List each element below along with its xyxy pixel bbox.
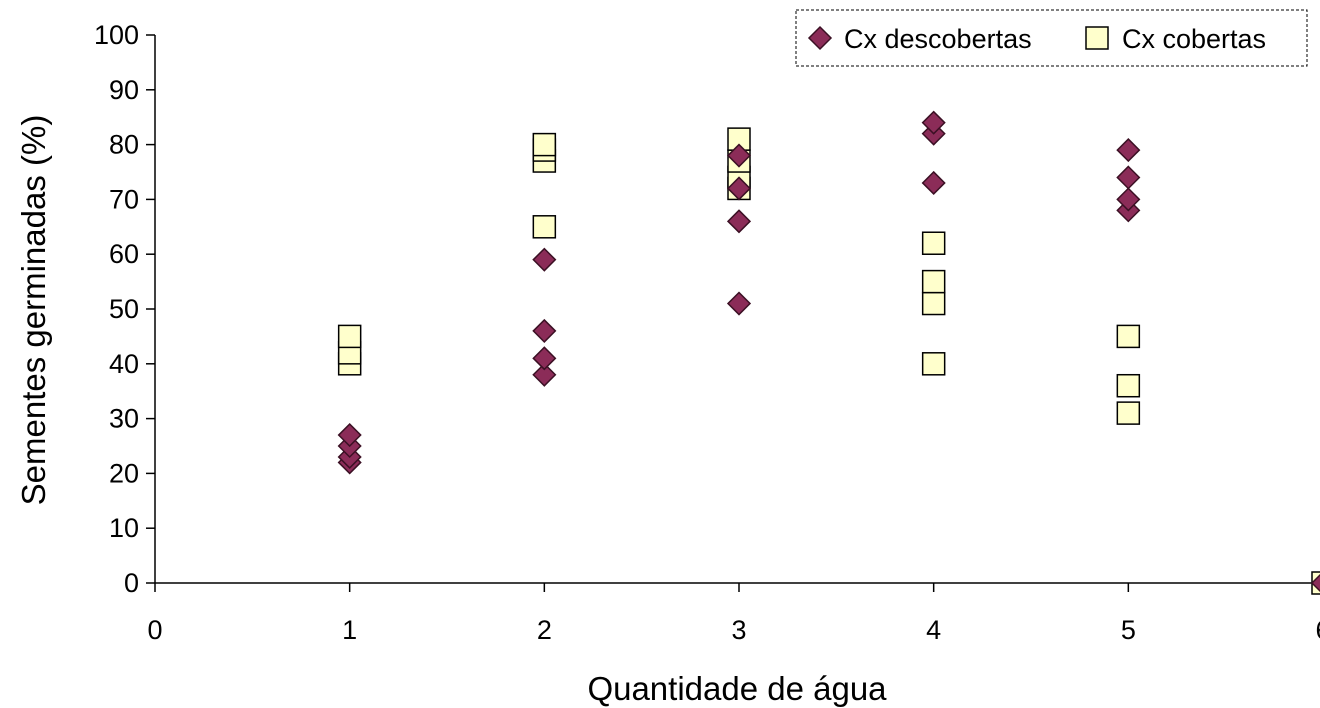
point-cx-descobertas (337, 422, 362, 448)
y-axis-title: Sementes germinadas (%) (15, 115, 52, 506)
point-cx-cobertas (921, 269, 946, 294)
point-cx-descobertas (921, 110, 946, 135)
x-tick-label: 1 (342, 615, 357, 645)
point-cx-descobertas (1310, 573, 1320, 593)
x-axis-title: Quantidade de água (587, 670, 887, 707)
y-tick-label: 80 (109, 130, 139, 160)
y-tick-label: 70 (109, 184, 139, 214)
x-tick-label: 4 (926, 615, 941, 645)
point-cx-cobertas (532, 132, 557, 157)
point-cx-descobertas (532, 247, 557, 272)
point-cx-descobertas (1116, 187, 1141, 212)
legend-square-marker (1085, 26, 1109, 50)
y-tick-label: 50 (109, 294, 139, 324)
point-cx-descobertas (726, 209, 752, 234)
point-cx-cobertas (532, 215, 557, 239)
y-tick-label: 10 (109, 513, 139, 543)
legend-box (795, 9, 1308, 67)
legend: Cx descobertas Cx cobertas (795, 9, 1308, 67)
legend-diamond-marker (807, 25, 833, 51)
point-cx-cobertas (1116, 373, 1141, 398)
y-tick-label: 0 (124, 568, 139, 598)
point-cx-descobertas (726, 291, 752, 316)
x-ticks: 0 1 2 3 4 5 6 (147, 583, 1320, 645)
point-cx-descobertas (532, 318, 557, 343)
point-cx-descobertas (726, 143, 752, 168)
y-tick-label: 30 (109, 404, 139, 434)
legend-label-descobertas: Cx descobertas (844, 24, 1032, 54)
point-cx-descobertas (532, 346, 557, 371)
legend-label-cobertas: Cx cobertas (1122, 24, 1266, 54)
point-cx-descobertas (921, 170, 946, 196)
x-tick-label: 0 (147, 615, 162, 645)
point-cx-cobertas (1116, 324, 1141, 349)
point-cx-descobertas (532, 362, 557, 387)
point-cx-cobertas (337, 324, 362, 349)
y-tick-label: 100 (94, 20, 139, 50)
point-cx-cobertas (1116, 401, 1141, 425)
y-tick-label: 60 (109, 239, 139, 269)
y-tick-label: 40 (109, 349, 139, 379)
y-tick-label: 20 (109, 458, 139, 488)
y-ticks: 0 10 20 30 40 50 60 70 80 90 100 (94, 20, 155, 598)
data-marks (337, 110, 1320, 595)
point-cx-cobertas (921, 352, 946, 376)
point-cx-cobertas (921, 231, 946, 255)
point-cx-descobertas (1116, 165, 1141, 190)
x-tick-label: 3 (731, 615, 746, 645)
point-cx-cobertas (921, 291, 946, 316)
x-tick-label: 5 (1121, 615, 1136, 645)
x-tick-label: 6 (1315, 615, 1320, 645)
y-tick-label: 90 (109, 75, 139, 105)
x-tick-label: 2 (537, 615, 552, 645)
point-cx-descobertas (1116, 138, 1141, 163)
point-cx-descobertas (726, 176, 752, 201)
